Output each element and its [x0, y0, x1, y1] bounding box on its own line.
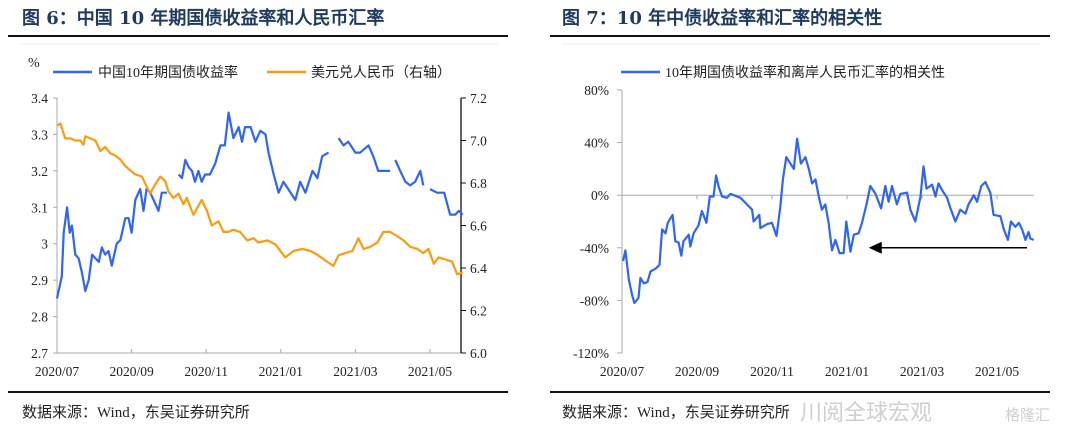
legend-label-usdcny: 美元兑人民币（右轴）	[311, 65, 451, 81]
y-tick-label-left: 3.2	[31, 164, 48, 179]
y-tick-label-right: 7.2	[470, 91, 487, 106]
x-tick-label: 2021/03	[900, 364, 945, 379]
y-tick-label: 0%	[591, 188, 609, 203]
watermark-brand: 格隆汇	[1005, 406, 1050, 424]
chart-panel-1: 图 6：中国 10 年期国债收益率和人民币汇率 % 中国10年期国债收益率 美元…	[8, 7, 508, 421]
chart-panel-2: 图 7：10 年中债收益率和汇率的相关性 10年期国债收益率和离岸人民币汇率的相…	[550, 7, 1050, 421]
x-tick-label: 2020/07	[600, 364, 645, 379]
x-tick-label: 2020/11	[184, 364, 228, 379]
watermark: 川阅全球宏观 格隆汇	[800, 401, 1050, 426]
y-tick-label-left: 2.7	[31, 346, 48, 361]
annotation-arrow-head	[868, 241, 882, 254]
legend-label-correlation: 10年期国债收益率和离岸人民币汇率的相关性	[665, 64, 945, 81]
series-line-yield	[394, 159, 425, 187]
series-line-yield	[55, 188, 167, 299]
x-tick-label: 2021/05	[408, 364, 453, 379]
y-tick-label-left: 2.8	[31, 310, 48, 325]
y-tick-label: -80%	[580, 293, 609, 308]
x-tick-label: 2020/09	[675, 364, 720, 379]
axes: 80% 40% 0% -40% -80% -120% 2020/07 2020/09 2020/…	[573, 83, 1034, 379]
x-tick-label: 2021/03	[333, 364, 378, 379]
y-tick-label-right: 6.4	[470, 261, 487, 276]
x-tick-label: 2020/09	[109, 364, 154, 379]
legend: 10年期国债收益率和离岸人民币汇率的相关性	[621, 64, 945, 81]
chart-title: 图 6：中国 10 年期国债收益率和人民币汇率	[22, 7, 384, 29]
source-note: 数据来源：Wind，东吴证券研究所	[562, 404, 790, 421]
series-line-yield	[337, 137, 391, 172]
y-tick-label: -120%	[573, 346, 609, 361]
x-tick-label: 2021/05	[975, 364, 1020, 379]
y-tick-label-right: 7.0	[470, 134, 487, 149]
y-tick-label-left: 3.3	[31, 127, 48, 142]
x-tick-label: 2020/11	[750, 364, 794, 379]
x-tick-label: 2020/07	[35, 364, 80, 379]
x-tick-label: 2021/01	[259, 364, 303, 379]
source-note: 数据来源：Wind，东吴证券研究所	[22, 404, 250, 421]
chart-title: 图 7：10 年中债收益率和汇率的相关性	[562, 7, 882, 29]
x-tick-label: 2021/01	[825, 364, 869, 379]
axes: 3.4 3.3 3.2 3.1 3 2.9 2.8 2.7 7.2 7.0 6.8 6.6 6.4 6.2…	[31, 91, 487, 379]
series-line-yield	[429, 188, 464, 216]
plot-area	[55, 111, 464, 299]
y-axis-unit: %	[28, 56, 40, 71]
series-line-usdcny	[56, 122, 464, 276]
series-line-correlation	[622, 137, 1035, 305]
y-tick-label-right: 6.2	[470, 304, 487, 319]
series-line-yield	[177, 111, 330, 202]
y-tick-label: -40%	[580, 241, 609, 256]
y-tick-label-right: 6.0	[470, 346, 487, 361]
y-tick-label-left: 3	[41, 237, 48, 252]
watermark-text: 川阅全球宏观	[800, 401, 932, 426]
y-tick-label-right: 6.8	[470, 176, 487, 191]
plot-area	[622, 137, 1035, 305]
y-tick-label-left: 3.4	[31, 91, 48, 106]
y-tick-label: 40%	[584, 136, 609, 151]
y-tick-label: 80%	[584, 83, 609, 98]
legend-label-yield: 中国10年期国债收益率	[98, 64, 238, 81]
y-tick-label-left: 2.9	[31, 273, 48, 288]
legend: 中国10年期国债收益率 美元兑人民币（右轴）	[53, 64, 451, 81]
y-tick-label-left: 3.1	[31, 200, 48, 215]
y-tick-label-right: 6.6	[470, 219, 487, 234]
